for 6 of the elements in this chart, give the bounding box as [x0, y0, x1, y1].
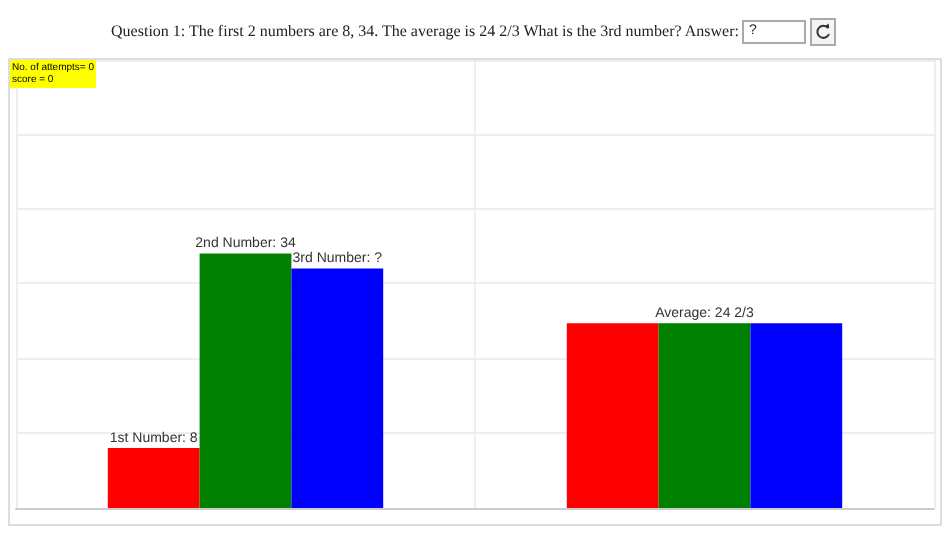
bar [199, 253, 292, 508]
bar [658, 323, 751, 508]
bar [107, 448, 200, 508]
bar [750, 323, 843, 508]
bar [566, 323, 659, 508]
bar [291, 268, 384, 508]
